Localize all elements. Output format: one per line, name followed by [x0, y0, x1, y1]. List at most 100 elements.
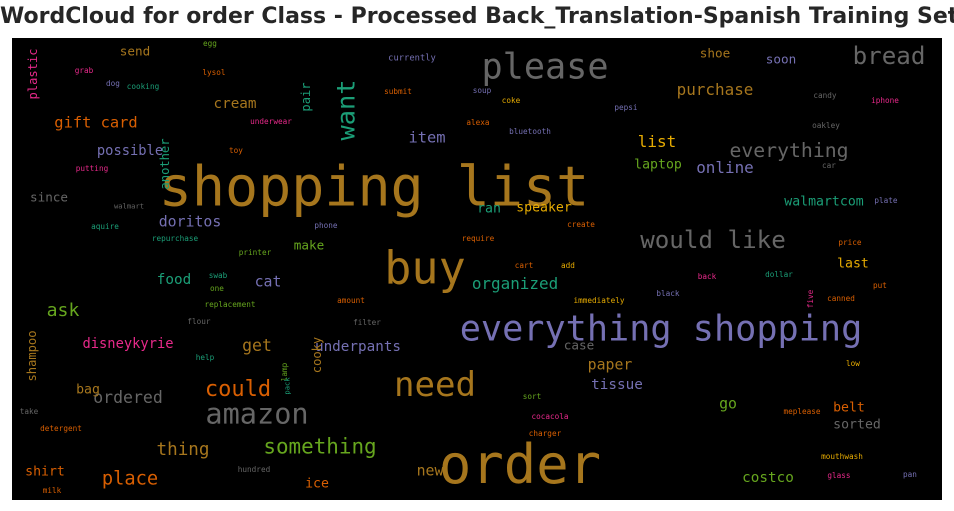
word-since: since — [29, 189, 69, 205]
word-order: order — [438, 433, 602, 497]
word-phone: phone — [314, 221, 338, 231]
word-flour: flour — [187, 317, 211, 327]
word-pan: pan — [903, 470, 917, 480]
word-plastic: plastic — [25, 48, 40, 100]
word-low: low — [846, 359, 860, 369]
word-underpants: underpants — [314, 338, 402, 355]
word-sorted: sorted — [833, 417, 881, 433]
word-ice: ice — [305, 476, 329, 492]
word-please: please — [481, 46, 609, 88]
word-online: online — [696, 158, 754, 178]
word-something: something — [263, 434, 377, 459]
word-putting: putting — [75, 164, 109, 174]
word-bread: bread — [852, 41, 926, 70]
word-shoe: shoe — [699, 45, 731, 61]
word-go: go — [719, 394, 737, 413]
word-everything: everything — [729, 139, 849, 163]
word-oakley: oakley — [812, 121, 840, 131]
word-toy: toy — [229, 146, 243, 156]
word-one: one — [210, 284, 224, 294]
word-pack: pack — [282, 377, 292, 395]
word-cat: cat — [254, 272, 282, 291]
chart-title: WordCloud for order Class - Processed Ba… — [0, 4, 954, 29]
word-repurchase: repurchase — [151, 234, 199, 244]
wordcloud-canvas: shopping list order buy everything shopping… — [12, 38, 942, 500]
word-speaker: speaker — [516, 200, 572, 216]
word-take: take — [19, 407, 39, 417]
word-walmart: walmart — [113, 201, 145, 211]
word-create: create — [567, 220, 595, 230]
word-thing: thing — [156, 440, 210, 461]
word-dollar: dollar — [765, 270, 793, 280]
word-hundred: hundred — [237, 465, 271, 475]
word-want: want — [331, 79, 361, 141]
word-pair: pair — [298, 82, 313, 112]
word-black: black — [656, 289, 680, 299]
word-lysol: lysol — [202, 68, 226, 78]
word-food: food — [156, 271, 192, 288]
word-alexa: alexa — [466, 118, 490, 128]
word-milk: milk — [42, 486, 62, 496]
word-replacement: replacement — [204, 300, 256, 310]
word-everything-shopping: everything shopping — [459, 308, 863, 350]
word-case: case — [563, 337, 595, 353]
word-amount: amount — [337, 296, 365, 306]
word-currently: currently — [388, 53, 436, 64]
word-disneykyrie: disneykyrie — [82, 336, 174, 353]
word-cocacola: cocacola — [531, 412, 569, 422]
word-candy: candy — [813, 91, 837, 101]
word-belt: belt — [833, 400, 865, 416]
word-put: put — [873, 281, 887, 291]
word-glass: glass — [827, 471, 851, 481]
word-bluetooth: bluetooth — [509, 127, 551, 137]
word-mouthwash: mouthwash — [821, 452, 863, 462]
word-walmartcom: walmartcom — [784, 194, 864, 210]
word-shirt: shirt — [25, 464, 65, 480]
word-organized: organized — [471, 274, 559, 294]
word-pepsi: pepsi — [614, 103, 638, 113]
word-aquire: aquire — [91, 222, 119, 232]
word-ordered: ordered — [93, 387, 163, 407]
word-cooking: cooking — [126, 82, 160, 92]
word-plate: plate — [874, 196, 898, 206]
word-shopping-list: shopping list — [158, 154, 590, 219]
word-add: add — [561, 261, 575, 271]
word-egg: egg — [203, 39, 217, 49]
word-possible: possible — [96, 143, 164, 160]
word-get: get — [242, 335, 272, 355]
word-buy: buy — [384, 241, 466, 295]
word-charger: charger — [528, 429, 562, 439]
word-another: another — [157, 138, 172, 190]
word-soup: soup — [472, 86, 492, 96]
word-tissue: tissue — [591, 376, 643, 393]
word-coke: coke — [501, 96, 521, 106]
word-dog: dog — [106, 79, 120, 89]
word-back: back — [697, 272, 717, 282]
word-ask: ask — [46, 299, 80, 321]
word-new: new — [416, 461, 444, 480]
word-cream: cream — [213, 95, 257, 112]
word-meplease: meplease — [783, 407, 821, 417]
word-costco: costco — [742, 469, 794, 486]
word-require: require — [461, 234, 495, 244]
word-send: send — [119, 43, 151, 59]
word-cart: cart — [514, 261, 534, 271]
word-laptop: laptop — [634, 157, 682, 173]
word-shampoo: shampoo — [24, 330, 39, 382]
word-canned: canned — [827, 294, 855, 304]
word-submit: submit — [384, 87, 412, 97]
word-could: could — [204, 377, 272, 402]
word-would-like: would like — [640, 225, 786, 254]
word-sort: sort — [522, 392, 542, 402]
word-paper: paper — [587, 355, 633, 374]
word-make: make — [293, 237, 325, 253]
word-underwear: underwear — [250, 117, 292, 127]
word-grab: grab — [74, 66, 94, 76]
word-filter: filter — [353, 318, 381, 328]
word-place: place — [101, 468, 159, 490]
word-item: item — [408, 128, 446, 147]
word-ran: ran — [477, 201, 501, 217]
word-purchase: purchase — [676, 80, 754, 100]
word-price: price — [838, 238, 862, 248]
word-amazon: amazon — [205, 396, 309, 431]
